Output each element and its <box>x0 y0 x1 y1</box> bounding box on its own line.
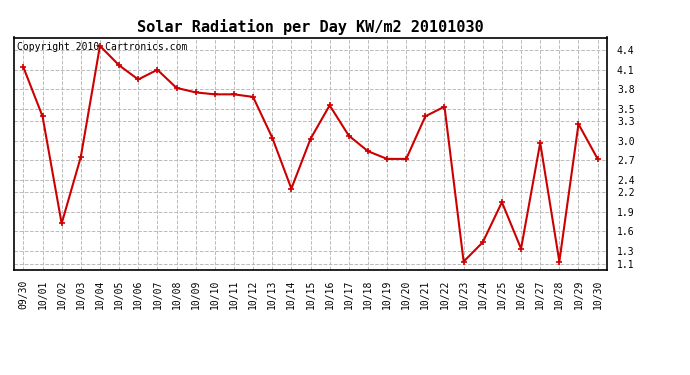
Text: Copyright 2010 Cartronics.com: Copyright 2010 Cartronics.com <box>17 42 187 52</box>
Title: Solar Radiation per Day KW/m2 20101030: Solar Radiation per Day KW/m2 20101030 <box>137 19 484 35</box>
